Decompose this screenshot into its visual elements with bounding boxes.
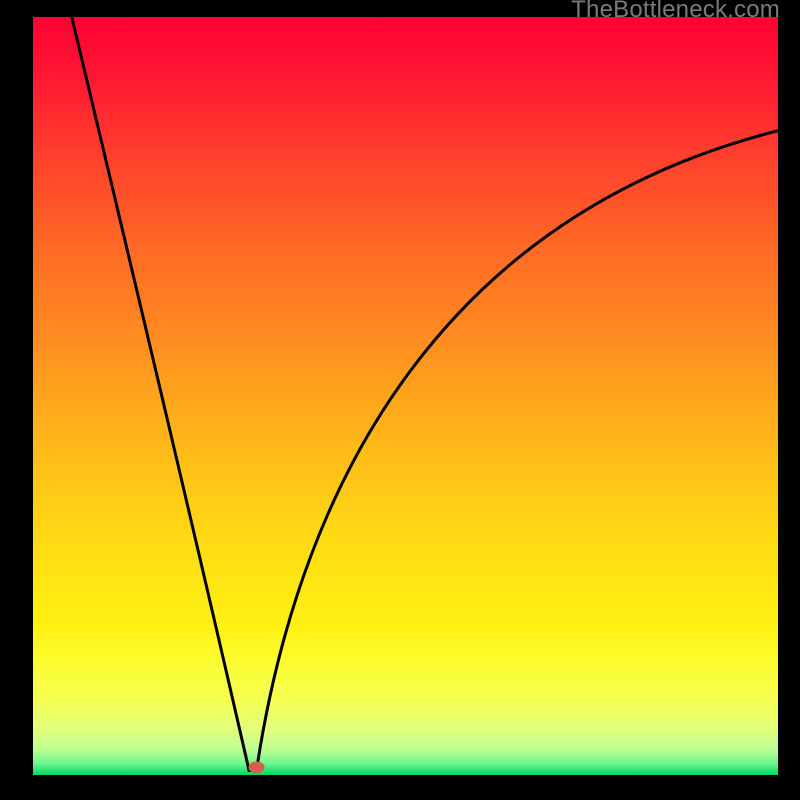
minimum-marker (249, 761, 265, 773)
watermark-text: TheBottleneck.com (571, 0, 780, 24)
curve-layer (33, 17, 778, 775)
plot-area (33, 17, 778, 775)
chart-container: TheBottleneck.com (0, 0, 800, 800)
bottleneck-curve (72, 17, 778, 770)
